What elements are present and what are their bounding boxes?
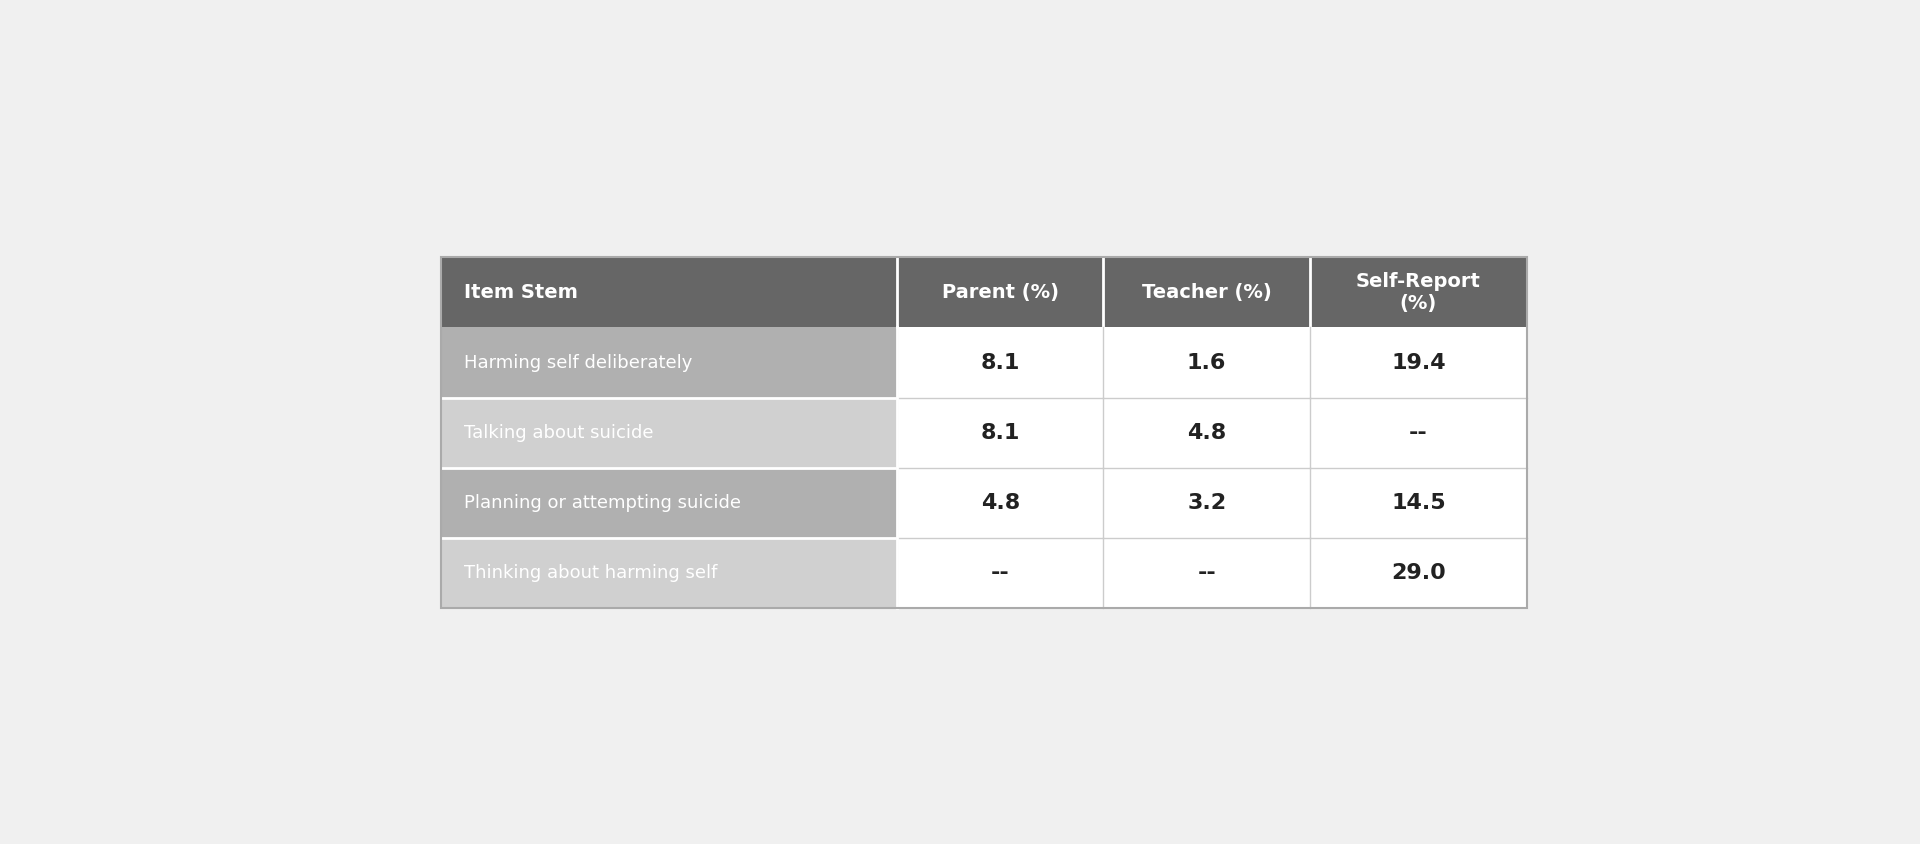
- Text: Parent (%): Parent (%): [943, 283, 1058, 302]
- Bar: [1104, 538, 1309, 609]
- Bar: [897, 538, 1104, 609]
- Text: 29.0: 29.0: [1392, 563, 1446, 583]
- Text: 3.2: 3.2: [1187, 493, 1227, 513]
- Text: Planning or attempting suicide: Planning or attempting suicide: [465, 494, 741, 512]
- Text: Teacher (%): Teacher (%): [1142, 283, 1271, 302]
- Text: Talking about suicide: Talking about suicide: [465, 424, 653, 441]
- Text: 4.8: 4.8: [981, 493, 1020, 513]
- Bar: [1309, 327, 1526, 398]
- Bar: [897, 398, 1104, 468]
- Text: --: --: [1198, 563, 1215, 583]
- Text: 8.1: 8.1: [981, 423, 1020, 443]
- Bar: [1104, 257, 1309, 327]
- Text: 14.5: 14.5: [1392, 493, 1446, 513]
- Bar: [442, 538, 897, 609]
- Text: Self-Report
(%): Self-Report (%): [1356, 272, 1480, 313]
- Bar: [1104, 468, 1309, 538]
- Text: --: --: [991, 563, 1010, 583]
- Text: Item Stem: Item Stem: [465, 283, 578, 302]
- Bar: [442, 257, 897, 327]
- Text: 19.4: 19.4: [1392, 353, 1446, 372]
- Bar: [1309, 257, 1526, 327]
- Bar: [1309, 538, 1526, 609]
- Text: 4.8: 4.8: [1187, 423, 1227, 443]
- Bar: [1104, 398, 1309, 468]
- Bar: [897, 468, 1104, 538]
- Bar: [442, 327, 897, 398]
- Bar: [897, 257, 1104, 327]
- Bar: [1309, 468, 1526, 538]
- Text: Thinking about harming self: Thinking about harming self: [465, 564, 716, 582]
- Bar: [1309, 398, 1526, 468]
- Text: --: --: [1409, 423, 1428, 443]
- Bar: [1104, 327, 1309, 398]
- Text: 1.6: 1.6: [1187, 353, 1227, 372]
- Text: Harming self deliberately: Harming self deliberately: [465, 354, 691, 371]
- Bar: [442, 257, 1526, 609]
- Text: 8.1: 8.1: [981, 353, 1020, 372]
- Bar: [897, 327, 1104, 398]
- Bar: [442, 398, 897, 468]
- Bar: [442, 468, 897, 538]
